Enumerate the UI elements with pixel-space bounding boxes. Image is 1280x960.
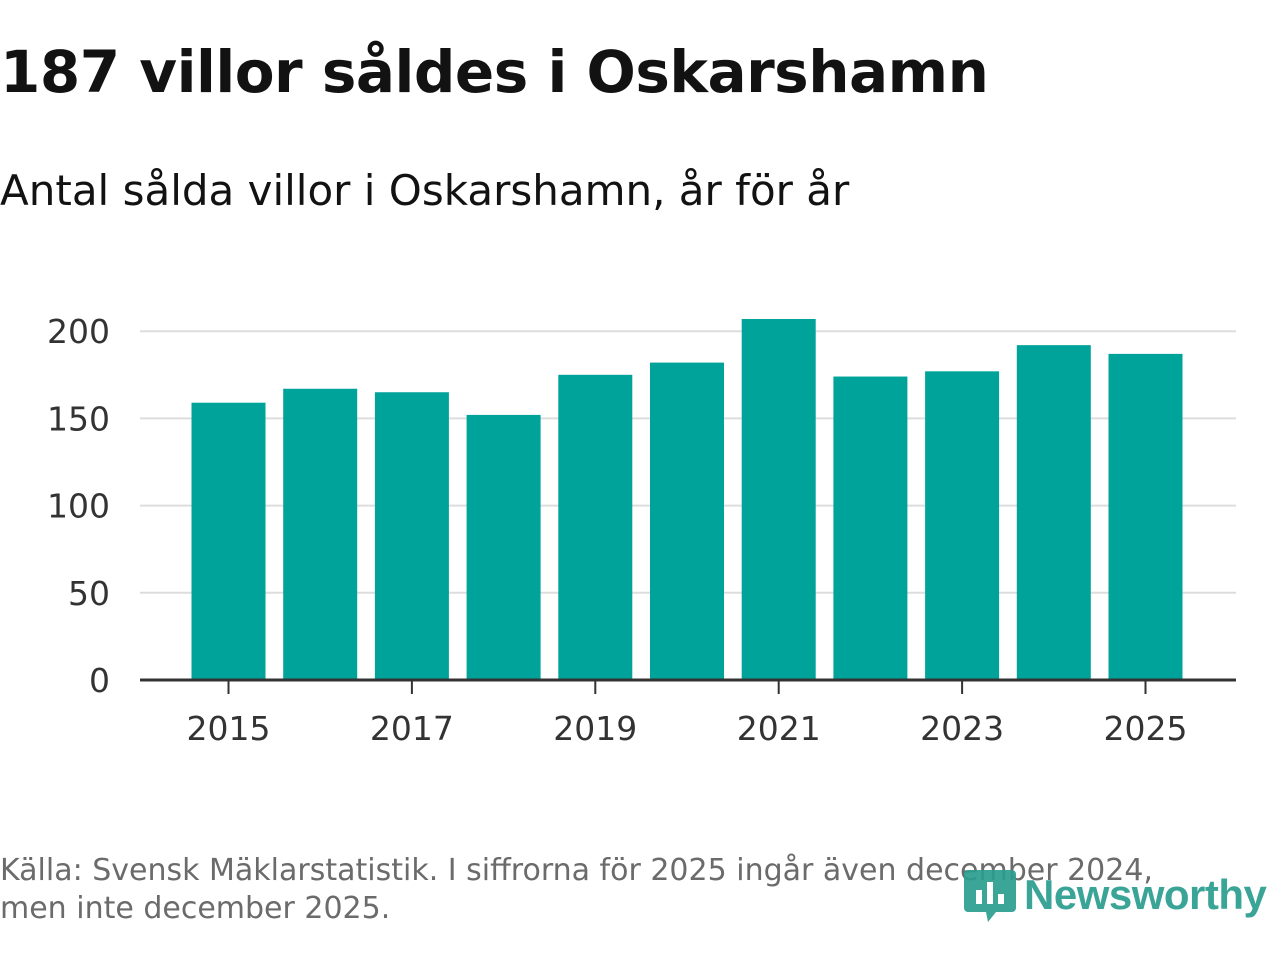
bar-2021 xyxy=(741,318,816,680)
bar-2018 xyxy=(466,414,541,680)
bar-2016 xyxy=(283,388,358,680)
newsworthy-logo-icon xyxy=(964,870,1016,922)
bar-2020 xyxy=(650,362,724,680)
bar-2024 xyxy=(1016,345,1091,680)
chart-title: 187 villor såldes i Oskarshamn xyxy=(0,38,989,106)
x-tick-label-2019: 2019 xyxy=(553,709,637,748)
chart-subtitle: Antal sålda villor i Oskarshamn, år för … xyxy=(0,166,850,215)
bar-2017 xyxy=(374,392,449,680)
newsworthy-logo: Newsworthy xyxy=(964,864,1267,926)
bar-chart: 0 50 100 150 200 2015 2017 2019 2021 2023 2025 xyxy=(47,312,1236,748)
y-tick-label-150: 150 xyxy=(47,399,110,438)
x-tick-label-2023: 2023 xyxy=(920,709,1004,748)
bar-2023 xyxy=(925,371,1000,680)
bar-2015 xyxy=(191,402,266,680)
y-tick-label-0: 0 xyxy=(89,661,110,700)
source-line-2: men inte december 2025. xyxy=(0,891,391,926)
source-note: Källa: Svensk Mäklarstatistik. I siffror… xyxy=(0,852,1230,928)
x-tick-label-2025: 2025 xyxy=(1104,709,1188,748)
bar-2019 xyxy=(558,374,633,680)
y-tick-label-50: 50 xyxy=(68,574,110,613)
y-tick-label-200: 200 xyxy=(47,312,110,351)
bar-2025 xyxy=(1108,353,1183,680)
bar-2022 xyxy=(833,376,908,680)
x-tick-label-2017: 2017 xyxy=(370,709,454,748)
source-line-1: Källa: Svensk Mäklarstatistik. I siffror… xyxy=(0,853,1153,888)
x-tick-label-2021: 2021 xyxy=(737,709,821,748)
newsworthy-logo-text: Newsworthy xyxy=(1024,871,1267,918)
y-tick-label-100: 100 xyxy=(47,487,110,526)
x-tick-label-2015: 2015 xyxy=(187,709,271,748)
